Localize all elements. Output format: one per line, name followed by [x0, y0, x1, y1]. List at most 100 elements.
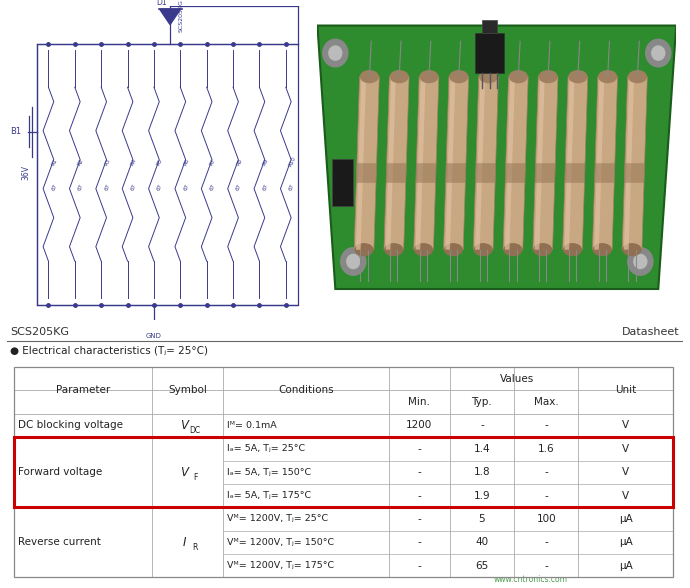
Text: R: R — [193, 543, 198, 552]
Text: Values: Values — [500, 374, 535, 384]
Text: SCS205KG: SCS205KG — [10, 328, 69, 338]
Polygon shape — [475, 76, 485, 250]
Polygon shape — [503, 76, 529, 250]
Text: 40: 40 — [475, 537, 489, 547]
Text: V: V — [180, 466, 188, 479]
Text: 67: 67 — [235, 182, 243, 191]
Text: 67: 67 — [104, 182, 111, 191]
Text: 1.8: 1.8 — [473, 467, 490, 477]
Polygon shape — [533, 76, 558, 250]
Text: R7: R7 — [209, 157, 217, 166]
Circle shape — [329, 46, 342, 60]
Polygon shape — [354, 76, 380, 250]
Text: Iᴹ= 0.1mA: Iᴹ= 0.1mA — [227, 421, 277, 430]
Text: 67: 67 — [262, 182, 269, 191]
Text: -: - — [544, 490, 548, 500]
Text: Typ.: Typ. — [471, 397, 492, 407]
Text: R6: R6 — [183, 157, 190, 166]
Bar — [475, 34, 504, 73]
Polygon shape — [593, 76, 618, 250]
Polygon shape — [595, 163, 615, 183]
Text: Vᴹ= 1200V, Tⱼ= 175°C: Vᴹ= 1200V, Tⱼ= 175°C — [227, 561, 335, 570]
Text: GND: GND — [146, 333, 162, 339]
Polygon shape — [594, 76, 604, 250]
Text: Unit: Unit — [615, 385, 636, 396]
Ellipse shape — [534, 244, 551, 256]
Circle shape — [646, 39, 671, 67]
Text: Max.: Max. — [534, 397, 558, 407]
Text: -: - — [544, 561, 548, 571]
Ellipse shape — [385, 244, 403, 256]
Text: -: - — [544, 537, 548, 547]
Ellipse shape — [569, 71, 586, 82]
Text: 67: 67 — [288, 182, 295, 191]
Ellipse shape — [593, 244, 611, 256]
Text: -: - — [417, 561, 422, 571]
Polygon shape — [414, 76, 439, 250]
Polygon shape — [415, 76, 426, 250]
Polygon shape — [624, 76, 634, 250]
Polygon shape — [317, 25, 676, 289]
Polygon shape — [473, 76, 498, 250]
Text: Forward voltage: Forward voltage — [18, 467, 102, 477]
Text: 67: 67 — [51, 182, 58, 191]
Text: R1: R1 — [51, 157, 59, 166]
Text: Vᴹ= 1200V, Tⱼ= 25°C: Vᴹ= 1200V, Tⱼ= 25°C — [227, 514, 328, 523]
Text: R2: R2 — [77, 157, 85, 166]
Text: 5: 5 — [479, 514, 485, 524]
Polygon shape — [562, 76, 588, 250]
Polygon shape — [475, 163, 495, 183]
Text: 67: 67 — [130, 182, 137, 191]
Polygon shape — [444, 76, 469, 250]
Ellipse shape — [623, 244, 641, 256]
Polygon shape — [505, 163, 526, 183]
Text: 67: 67 — [157, 182, 164, 191]
Text: μA: μA — [619, 514, 633, 524]
Circle shape — [347, 255, 359, 269]
Text: R5: R5 — [157, 157, 164, 166]
Text: Iₔ= 5A, Tⱼ= 25°C: Iₔ= 5A, Tⱼ= 25°C — [227, 445, 306, 453]
Text: Min.: Min. — [408, 397, 431, 407]
Polygon shape — [535, 76, 544, 250]
Text: Parameter: Parameter — [56, 385, 110, 396]
Text: -: - — [544, 420, 548, 430]
Text: 1.4: 1.4 — [473, 444, 490, 454]
Ellipse shape — [450, 71, 468, 82]
Polygon shape — [356, 76, 366, 250]
Text: V: V — [622, 444, 629, 454]
Ellipse shape — [504, 244, 522, 256]
Ellipse shape — [564, 244, 582, 256]
Text: I: I — [183, 536, 186, 549]
Text: R3: R3 — [104, 157, 111, 166]
Ellipse shape — [391, 71, 408, 82]
Text: μA: μA — [619, 537, 633, 547]
Text: Datasheet: Datasheet — [622, 328, 680, 338]
Text: Conditions: Conditions — [278, 385, 334, 396]
Text: 100: 100 — [536, 514, 556, 524]
Polygon shape — [356, 163, 377, 183]
Text: www.cntronics.com: www.cntronics.com — [494, 575, 568, 584]
Ellipse shape — [415, 244, 433, 256]
Polygon shape — [386, 76, 396, 250]
Polygon shape — [384, 76, 409, 250]
Ellipse shape — [480, 71, 497, 82]
Text: Symbol: Symbol — [168, 385, 207, 396]
Text: V: V — [622, 467, 629, 477]
Bar — [482, 19, 497, 34]
Text: B1: B1 — [10, 127, 21, 136]
Polygon shape — [446, 163, 466, 183]
Ellipse shape — [629, 71, 647, 82]
Text: -: - — [417, 467, 422, 477]
Text: V: V — [622, 490, 629, 500]
Polygon shape — [445, 76, 455, 250]
Polygon shape — [564, 76, 575, 250]
Bar — [14, 367, 673, 577]
Text: V: V — [180, 419, 188, 432]
Polygon shape — [564, 163, 585, 183]
Polygon shape — [622, 76, 647, 250]
Ellipse shape — [539, 71, 557, 82]
Text: SCS205KG: SCS205KG — [179, 0, 184, 32]
Bar — [37, 44, 297, 305]
Polygon shape — [416, 163, 436, 183]
Text: 1.6: 1.6 — [538, 444, 555, 454]
